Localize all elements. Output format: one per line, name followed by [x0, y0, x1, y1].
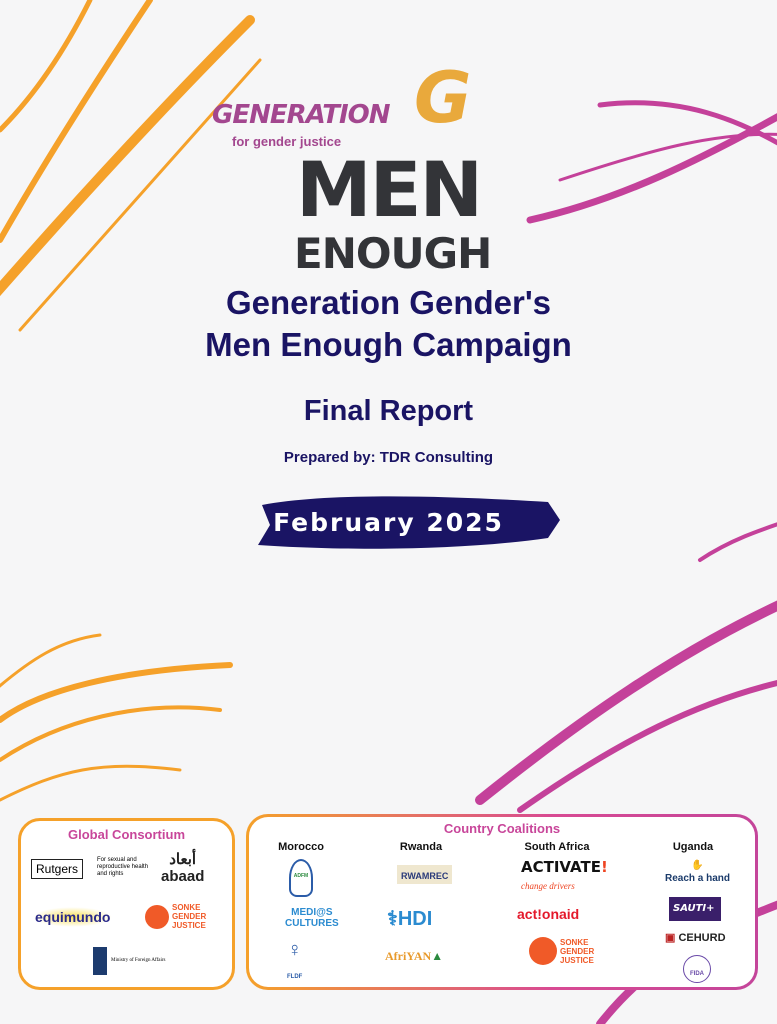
logo-g-letter: G	[414, 57, 472, 139]
medias-cultures-logo: MEDI@S CULTURES	[285, 907, 339, 929]
rutgers-logo: Rutgers	[31, 859, 84, 879]
rwamrec-logo: RWAMREC	[397, 865, 453, 884]
adfm-logo: ADFM	[289, 859, 313, 897]
logo-men: MEN	[296, 145, 483, 234]
ministry-foreign-affairs-logo: Ministry of Foreign Affairs	[93, 947, 166, 975]
country-south-africa: South Africa	[524, 841, 590, 853]
sonke-logo-sa: SONKE GENDER JUSTICE	[529, 937, 594, 965]
country-morocco: Morocco	[278, 841, 324, 853]
afriyan-logo: AfriYAN▲	[385, 949, 444, 963]
hdi-logo: ⚕HDI	[387, 908, 433, 930]
activate-logo: ACTIVATE! change drivers	[521, 858, 608, 892]
country-coalitions-heading: Country Coalitions	[443, 821, 561, 836]
country-coalitions-box: Country Coalitions Morocco Rwanda South …	[246, 814, 758, 990]
sonke-logo: SONKE GENDER JUSTICE	[145, 903, 206, 930]
global-consortium-heading: Global Consortium	[68, 827, 185, 842]
logo-enough: ENOUGH	[294, 229, 492, 278]
equimundo-logo: equimundo	[33, 907, 113, 927]
global-consortium-box: Global Consortium Rutgers For sexual and…	[18, 818, 235, 990]
cehurd-logo: ▣ CEHURD	[665, 932, 726, 944]
reach-a-hand-logo: ✋ Reach a hand	[665, 860, 731, 884]
prepared-by: Prepared by: TDR Consulting	[283, 449, 494, 466]
actionaid-logo: act!onaid	[517, 906, 580, 922]
country-rwanda: Rwanda	[399, 841, 443, 853]
logo-generation: GENERATION	[212, 100, 391, 130]
sauti-plus-logo: SAUTI+	[669, 897, 721, 921]
title-line-2: Men Enough Campaign	[205, 326, 572, 363]
date-brush-banner	[258, 496, 560, 549]
title-line-1: Generation Gender's	[225, 284, 552, 321]
country-uganda: Uganda	[672, 841, 714, 853]
fldf-logo: ♀ FLDF	[287, 939, 303, 980]
rutgers-tagline: For sexual and reproductive health and r…	[97, 857, 149, 877]
subtitle: Final Report	[303, 395, 474, 427]
logo-tagline: for gender justice	[232, 134, 342, 149]
report-date: February 2025	[273, 508, 504, 537]
fida-uganda-logo: FIDA	[683, 955, 711, 983]
abaad-logo: أبعاد abaad	[161, 851, 205, 885]
